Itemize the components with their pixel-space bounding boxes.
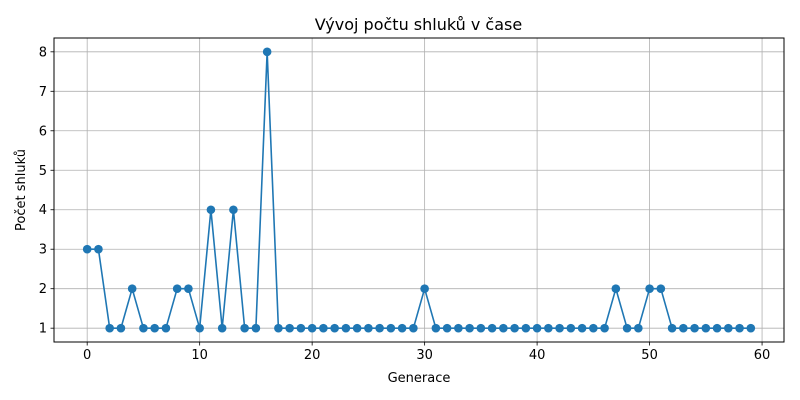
y-tick-label: 6 — [39, 124, 47, 139]
data-point — [611, 284, 621, 294]
data-point — [701, 323, 711, 333]
y-tick-label: 1 — [39, 322, 47, 337]
data-point — [82, 244, 92, 254]
y-axis-label: Počet shluků — [14, 149, 29, 231]
data-point — [476, 323, 486, 333]
data-point — [577, 323, 587, 333]
data-point — [746, 323, 756, 333]
data-point — [172, 284, 182, 294]
data-point — [532, 323, 542, 333]
y-tick-label: 7 — [39, 85, 47, 100]
data-point — [116, 323, 126, 333]
data-point — [442, 323, 452, 333]
data-point — [409, 323, 418, 333]
data-point — [352, 323, 362, 333]
data-line — [87, 51, 751, 329]
plot-frame — [53, 37, 785, 343]
y-tick-label: 2 — [39, 282, 47, 297]
data-point — [431, 323, 441, 333]
data-point — [296, 323, 306, 333]
data-point — [634, 323, 643, 333]
data-point — [341, 323, 351, 333]
data-point — [735, 323, 744, 333]
data-point — [690, 323, 699, 333]
data-point — [364, 323, 373, 333]
data-point — [274, 323, 283, 333]
data-point — [139, 323, 148, 333]
data-point — [420, 284, 429, 294]
data-point — [262, 47, 272, 57]
data-point — [330, 323, 339, 333]
data-point — [667, 323, 677, 333]
y-tick-label: 3 — [39, 243, 47, 258]
data-point — [251, 323, 261, 333]
x-tick-label: 10 — [191, 348, 208, 363]
data-point — [712, 323, 722, 333]
y-axis: 1 2 3 4 5 6 7 8 — [39, 45, 54, 337]
x-tick-label: 0 — [83, 348, 91, 363]
data-point — [510, 323, 519, 333]
data-point — [195, 323, 204, 333]
data-point — [600, 323, 609, 333]
data-point — [94, 244, 103, 254]
data-point — [229, 205, 238, 215]
data-point — [397, 323, 407, 333]
data-point — [319, 323, 328, 333]
y-tick-label: 4 — [39, 203, 47, 218]
data-point — [307, 323, 317, 333]
data-point — [285, 323, 294, 333]
x-tick-label: 40 — [529, 348, 546, 363]
data-point — [386, 323, 396, 333]
x-axis-label: Generace — [388, 371, 451, 386]
x-tick-label: 60 — [754, 348, 771, 363]
data-point — [679, 323, 688, 333]
data-point — [544, 323, 553, 333]
x-tick-label: 50 — [641, 348, 658, 363]
data-point — [206, 205, 216, 215]
data-point — [127, 284, 137, 294]
data-point — [217, 323, 227, 333]
x-axis: 0 10 20 30 40 50 60 — [83, 342, 770, 363]
y-tick-label: 5 — [39, 164, 47, 179]
data-point — [724, 323, 733, 333]
series-line — [82, 47, 756, 333]
x-tick-label: 30 — [416, 348, 433, 363]
data-point — [161, 323, 171, 333]
data-point — [555, 323, 564, 333]
x-tick-label: 20 — [304, 348, 321, 363]
data-point — [240, 323, 249, 333]
data-point — [150, 323, 159, 333]
data-point — [622, 323, 632, 333]
chart-title: Vývoj počtu shluků v čase — [315, 15, 522, 34]
data-point — [184, 284, 193, 294]
data-point — [487, 323, 497, 333]
data-point — [454, 323, 463, 333]
data-point — [521, 323, 531, 333]
data-point — [375, 323, 384, 333]
data-point — [566, 323, 576, 333]
data-point — [499, 323, 508, 333]
data-point — [656, 284, 666, 294]
data-point — [465, 323, 474, 333]
data-point — [645, 284, 654, 294]
data-point — [105, 323, 114, 333]
y-tick-label: 8 — [39, 45, 47, 60]
data-point — [589, 323, 598, 333]
grid — [54, 38, 784, 342]
